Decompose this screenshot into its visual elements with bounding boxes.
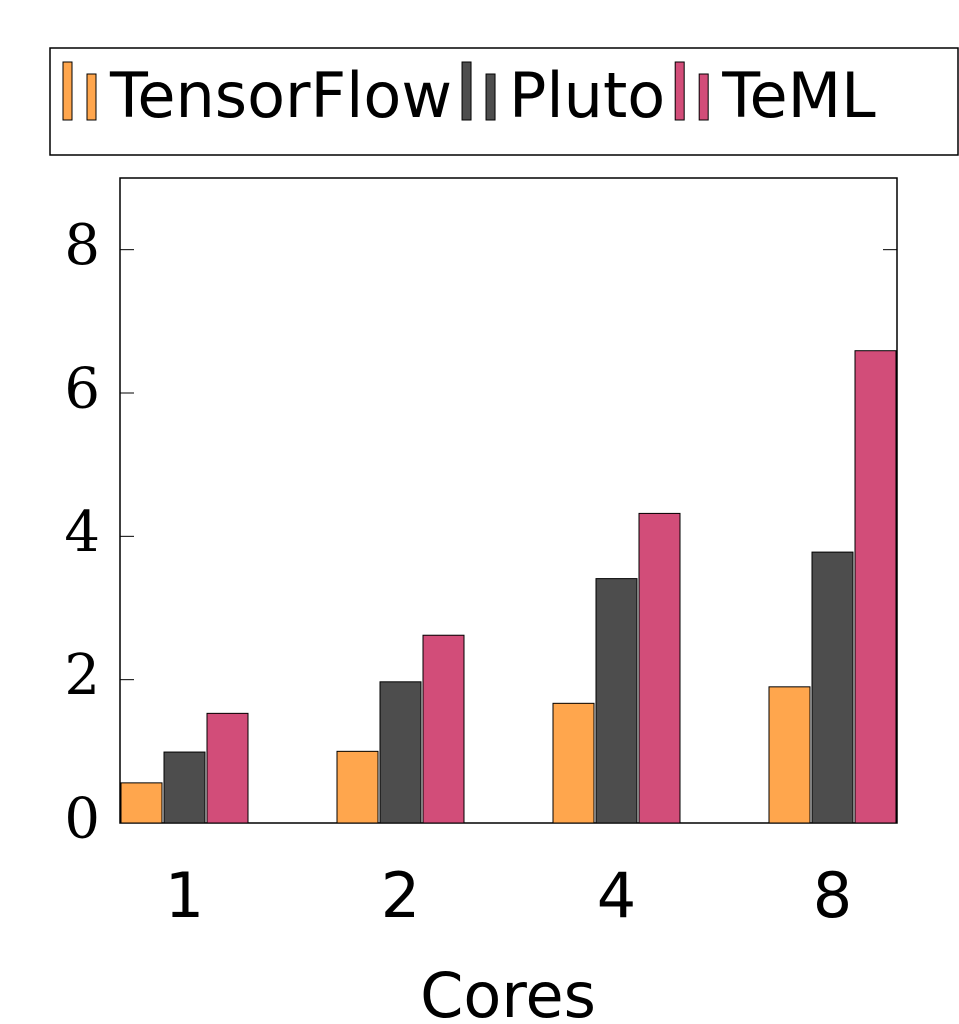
x-axis-label: Cores bbox=[420, 959, 596, 1024]
y-tick-label: 0 bbox=[64, 787, 100, 852]
y-tick-label: 6 bbox=[64, 357, 100, 422]
legend-label: TeML bbox=[721, 59, 876, 132]
bar bbox=[595, 578, 638, 824]
bar bbox=[768, 686, 811, 824]
legend-swatch bbox=[62, 61, 73, 121]
legend-box bbox=[49, 47, 959, 156]
y-tick-label: 2 bbox=[64, 643, 100, 708]
x-tick-label: 8 bbox=[813, 859, 852, 932]
bar bbox=[811, 551, 854, 824]
bar bbox=[854, 350, 897, 824]
bar bbox=[336, 750, 379, 824]
x-tick-label: 1 bbox=[165, 859, 204, 932]
x-tick-label: 4 bbox=[597, 859, 636, 932]
legend-swatch bbox=[86, 73, 97, 121]
plot-frame bbox=[119, 177, 898, 824]
legend-swatch bbox=[485, 73, 496, 121]
bar bbox=[120, 782, 163, 824]
bar bbox=[206, 712, 249, 824]
x-tick-label: 2 bbox=[381, 859, 420, 932]
y-tick-label: 8 bbox=[64, 213, 100, 278]
legend-swatch bbox=[461, 61, 472, 121]
bar bbox=[163, 751, 206, 824]
legend-label: Pluto bbox=[509, 59, 665, 132]
bar bbox=[638, 512, 681, 824]
bar bbox=[379, 681, 422, 824]
bar bbox=[552, 702, 595, 824]
bar bbox=[422, 634, 465, 824]
y-tick-label: 4 bbox=[64, 500, 100, 565]
legend-swatch bbox=[674, 61, 685, 121]
legend-swatch bbox=[698, 73, 709, 121]
legend-label: TensorFlow bbox=[109, 59, 452, 132]
